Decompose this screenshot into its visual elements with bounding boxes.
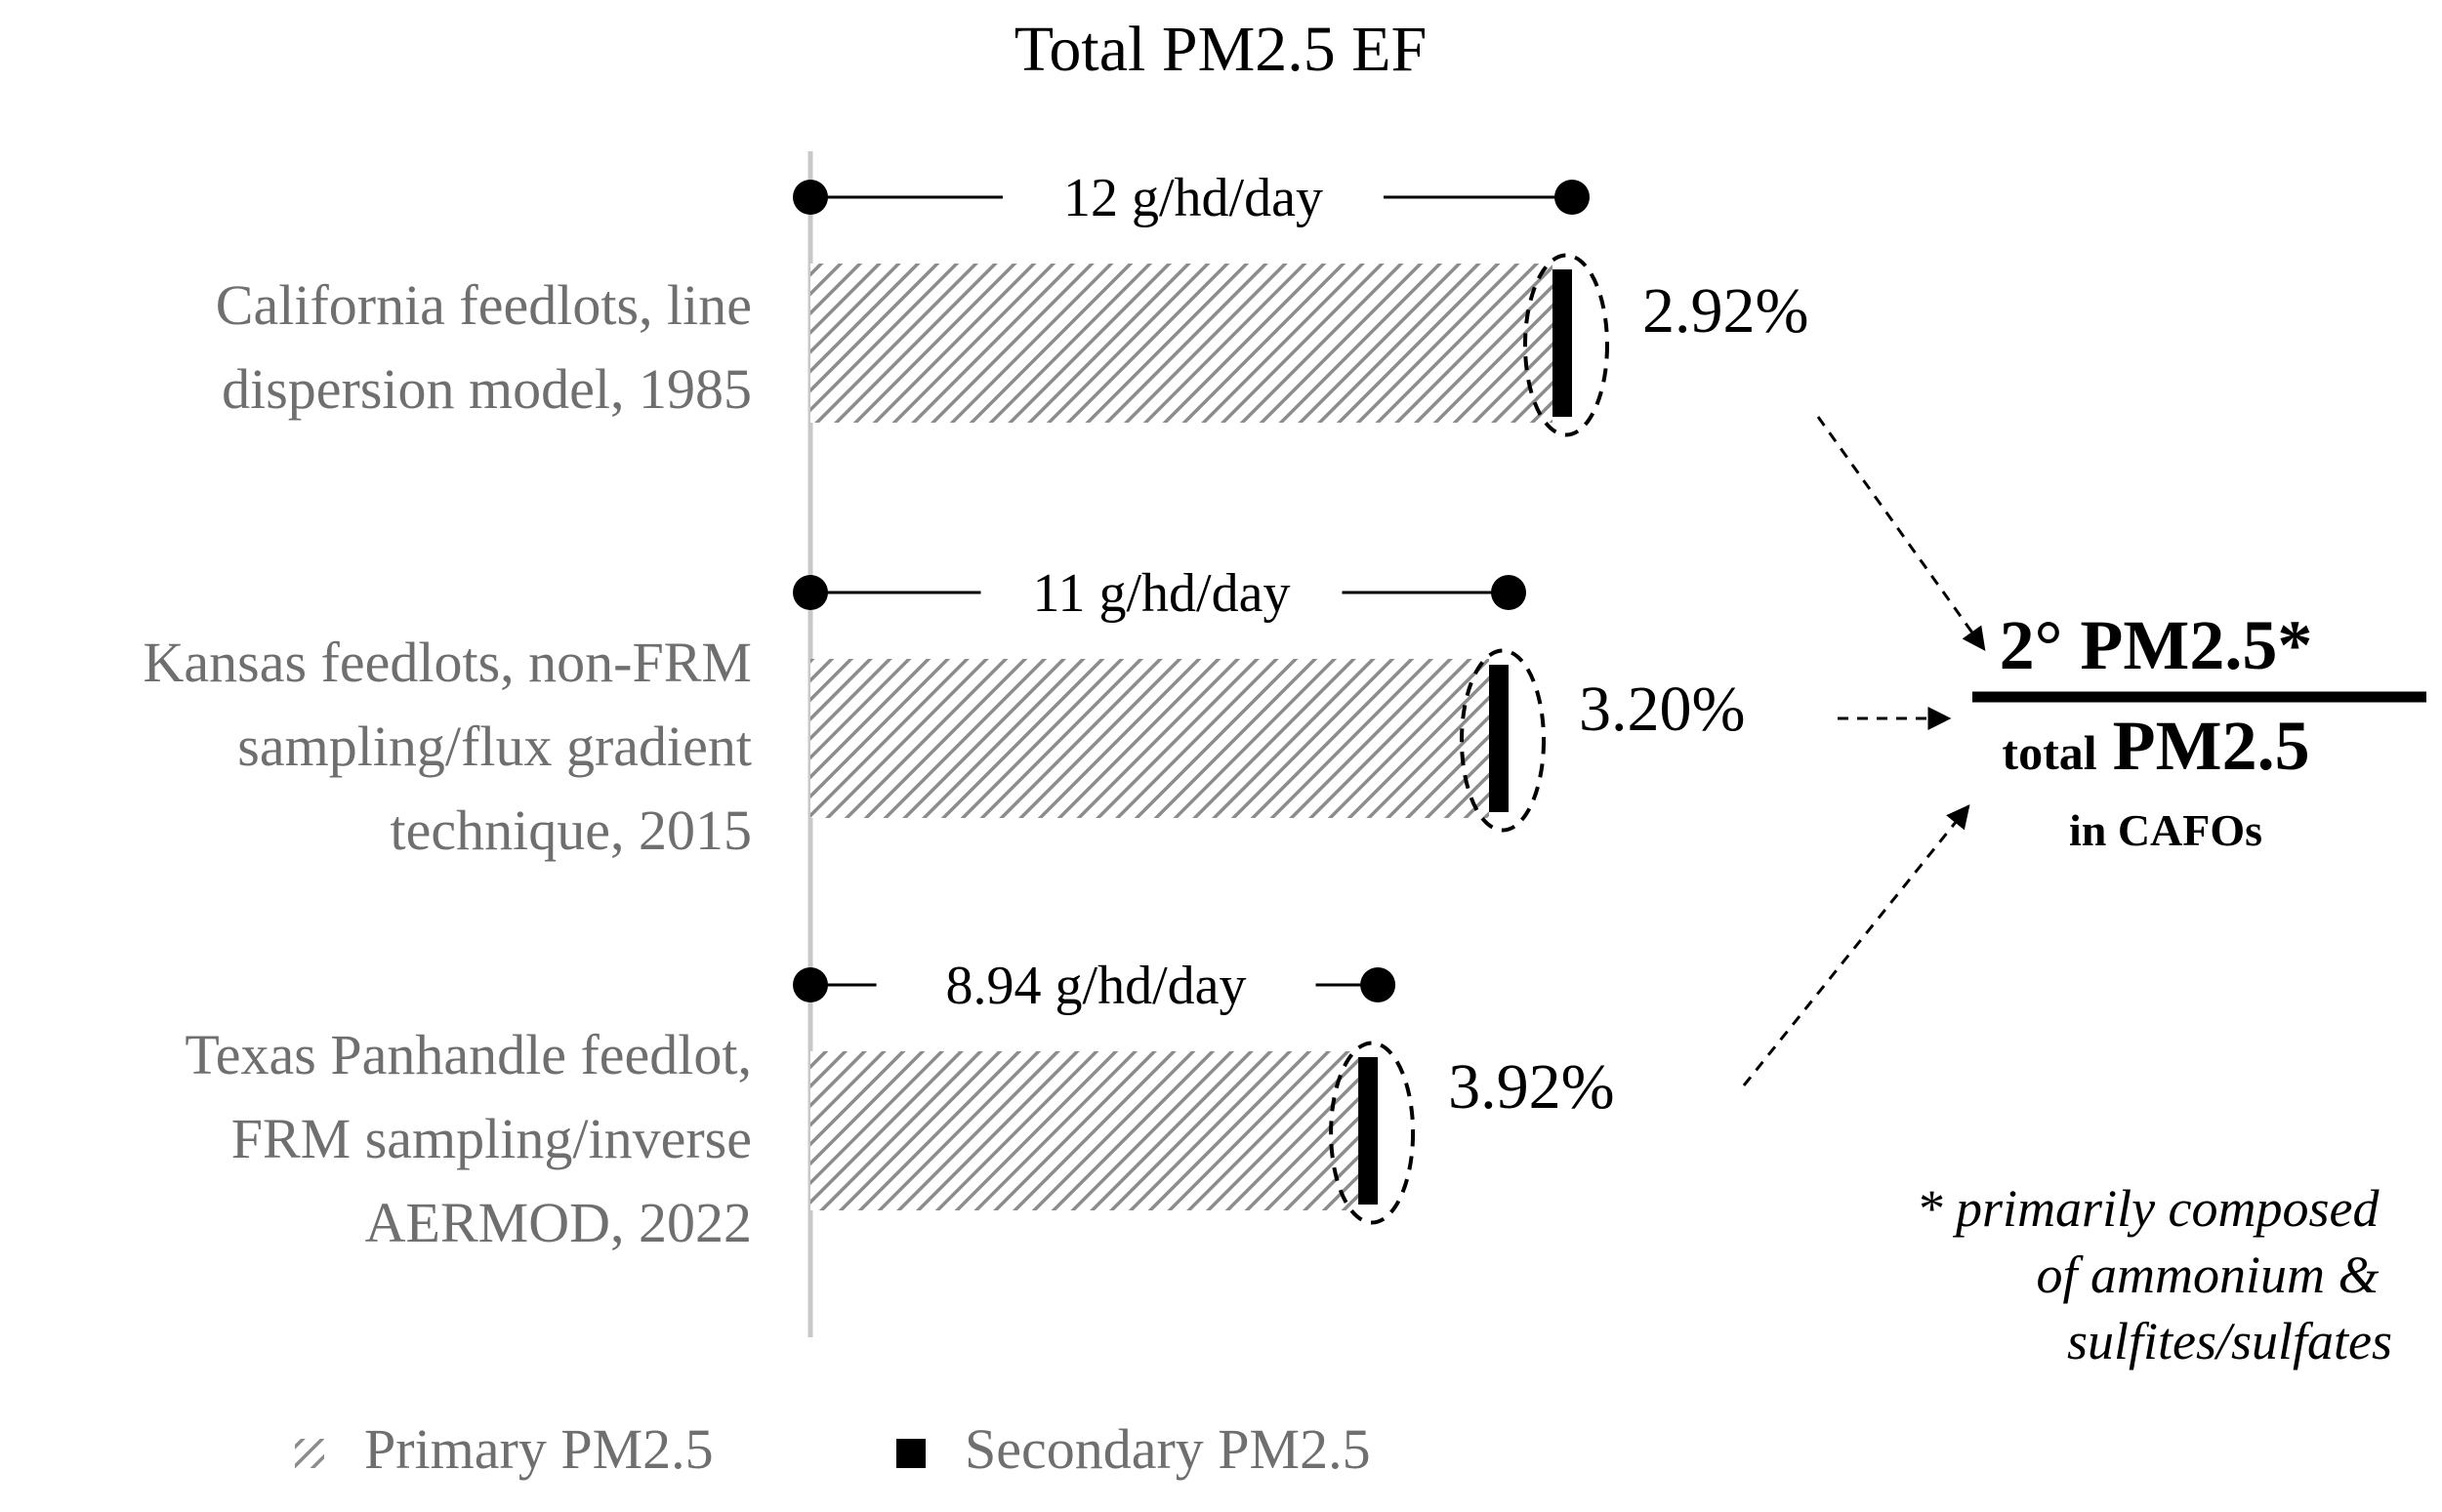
category-label-2-line-1: FRM sampling/inverse bbox=[231, 1107, 752, 1170]
secondary-highlight-2 bbox=[1329, 1041, 1416, 1225]
bar-rows: 12 g/hd/day 2.92% California feedlots, lin… bbox=[144, 168, 1809, 1254]
primary-bar-1 bbox=[810, 659, 1489, 818]
ratio-context: in CAFOs bbox=[2069, 805, 2262, 855]
ratio-numerator: 2° PM2.5* bbox=[2000, 606, 2313, 684]
ratio-denominator: total PM2.5 bbox=[2002, 707, 2309, 785]
secondary-bar-1 bbox=[1489, 665, 1509, 812]
legend-label-secondary: Secondary PM2.5 bbox=[965, 1417, 1371, 1481]
category-label-0-line-1: dispersion model, 1985 bbox=[222, 357, 752, 421]
arrow-texas bbox=[1742, 804, 1970, 1086]
ratio-box: 2° PM2.5* total PM2.5 in CAFOs bbox=[1972, 606, 2426, 855]
total-dot-end-2 bbox=[1360, 967, 1396, 1002]
total-label-0: 12 g/hd/day bbox=[1063, 168, 1323, 228]
total-label-1: 11 g/hd/day bbox=[1033, 563, 1291, 624]
category-label-2-line-0: Texas Panhandle feedlot, bbox=[185, 1023, 752, 1086]
footnote: * primarily composed of ammonium & sulfi… bbox=[1917, 1179, 2392, 1370]
footnote-line-1: * primarily composed bbox=[1917, 1179, 2380, 1238]
total-dot-start-0 bbox=[793, 180, 828, 215]
footnote-line-3: sulfites/sulfates bbox=[2067, 1312, 2392, 1370]
secondary-bar-2 bbox=[1358, 1057, 1379, 1205]
secondary-percent-label-2: 3.92% bbox=[1448, 1051, 1614, 1123]
total-dot-end-0 bbox=[1554, 180, 1590, 215]
secondary-percent-label-0: 2.92% bbox=[1642, 275, 1808, 347]
category-label-1-line-1: sampling/flux gradient bbox=[237, 715, 752, 778]
ratio-denominator-large: PM2.5 bbox=[2113, 707, 2310, 785]
footnote-line-2: of ammonium & bbox=[2037, 1246, 2380, 1304]
secondary-percent-label-1: 3.20% bbox=[1579, 674, 1745, 745]
total-dot-start-2 bbox=[793, 967, 828, 1002]
category-label-0-line-0: California feedlots, line bbox=[216, 273, 752, 337]
total-label-2: 8.94 g/hd/day bbox=[946, 956, 1247, 1016]
total-dot-start-1 bbox=[793, 575, 828, 610]
total-dot-end-1 bbox=[1491, 575, 1526, 610]
category-label-1-line-0: Kansas feedlots, non-FRM bbox=[144, 631, 752, 694]
category-label-2-line-2: AERMOD, 2022 bbox=[365, 1191, 752, 1254]
primary-bar-0 bbox=[810, 264, 1552, 423]
arrow-california bbox=[1816, 416, 1986, 651]
legend: Primary PM2.5 Secondary PM2.5 bbox=[295, 1417, 1371, 1481]
primary-bar-2 bbox=[810, 1051, 1359, 1210]
legend-swatch-primary bbox=[295, 1439, 324, 1468]
pointer-arrows bbox=[1742, 416, 1986, 1086]
legend-swatch-secondary bbox=[896, 1439, 926, 1468]
ratio-denominator-small: total bbox=[2002, 725, 2096, 780]
legend-label-primary: Primary PM2.5 bbox=[364, 1417, 714, 1481]
secondary-highlight-1 bbox=[1460, 648, 1546, 833]
secondary-highlight-0 bbox=[1523, 253, 1609, 437]
chart-title: Total PM2.5 EF bbox=[1014, 14, 1428, 85]
category-label-1-line-2: technique, 2015 bbox=[391, 798, 752, 862]
secondary-bar-0 bbox=[1552, 269, 1572, 417]
